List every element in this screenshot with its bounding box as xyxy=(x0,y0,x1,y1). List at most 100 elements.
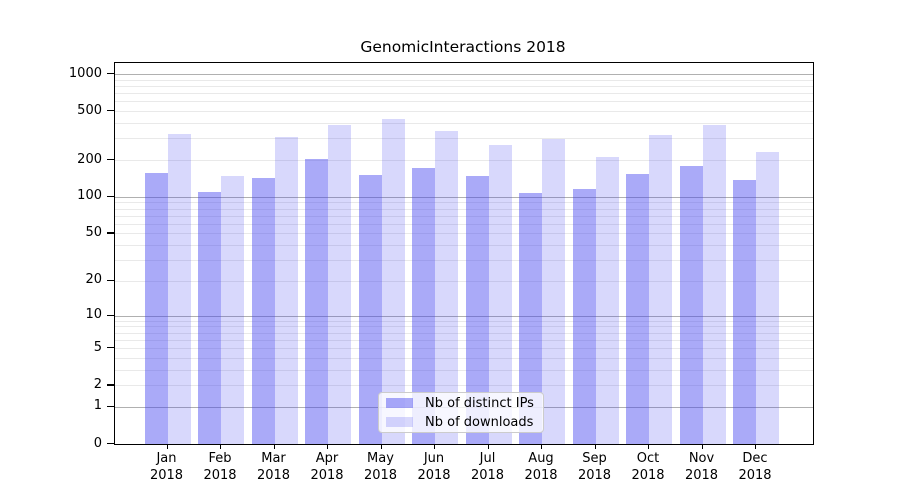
x-tick-month: Jan xyxy=(156,451,177,466)
x-axis-tick-mark xyxy=(327,444,329,449)
chart-title: GenomicInteractions 2018 xyxy=(360,38,566,56)
bar-downloads-apr xyxy=(328,124,351,444)
y-gridline-minor xyxy=(115,233,813,235)
bar-downloads-jul xyxy=(488,145,512,444)
bar-distinct-ips-aug xyxy=(519,193,542,444)
y-gridline-minor xyxy=(115,85,813,87)
x-axis-tick-mark xyxy=(594,444,596,449)
x-axis-tick-label: Jan 2018 xyxy=(135,451,199,484)
x-axis-tick-label: Dec 2018 xyxy=(723,451,787,484)
bar-distinct-ips-jan xyxy=(144,173,168,444)
y-axis-tick-label: 10 xyxy=(85,307,102,323)
x-axis-tick-label: Jun 2018 xyxy=(402,451,466,484)
y-axis-tick-mark xyxy=(107,110,114,112)
y-axis-tick-label: 1000 xyxy=(68,65,102,81)
y-gridline-minor xyxy=(115,245,813,247)
bar-downloads-feb xyxy=(221,176,244,444)
bar-distinct-ips-mar xyxy=(251,178,275,444)
y-axis-tick-mark xyxy=(107,443,114,445)
x-tick-year: 2018 xyxy=(310,467,344,483)
y-gridline-minor xyxy=(115,339,813,341)
y-gridline-minor xyxy=(115,280,813,282)
x-axis-tick-label: Apr 2018 xyxy=(295,451,359,484)
x-axis-tick-label: Feb 2018 xyxy=(188,451,252,484)
y-axis-tick-mark xyxy=(107,159,114,161)
y-gridline-minor xyxy=(115,101,813,103)
y-axis-tick-label: 500 xyxy=(77,102,102,118)
y-gridline-major xyxy=(115,315,813,317)
x-tick-month: Feb xyxy=(208,451,232,466)
x-axis-tick-mark xyxy=(220,444,222,449)
bar-downloads-jun xyxy=(435,131,458,444)
bar-downloads-mar xyxy=(274,136,298,444)
y-axis-tick-label: 0 xyxy=(93,435,102,451)
y-gridline-major xyxy=(115,74,813,76)
x-axis-tick-mark xyxy=(755,444,757,449)
y-axis-tick-mark xyxy=(107,405,114,408)
x-axis-tick-label: Sep 2018 xyxy=(563,451,627,484)
y-gridline-minor xyxy=(115,260,813,262)
x-tick-year: 2018 xyxy=(470,467,505,483)
bar-distinct-ips-sep xyxy=(572,189,596,444)
legend-swatch-distinct-ips xyxy=(386,398,413,408)
x-tick-month: Jun xyxy=(423,451,445,466)
bar-downloads-nov xyxy=(702,124,726,444)
y-axis-tick-label: 200 xyxy=(77,151,102,167)
x-tick-month: Sep xyxy=(582,451,607,466)
x-tick-month: Aug xyxy=(528,451,554,466)
y-gridline-minor xyxy=(115,160,813,161)
legend-row-downloads: Nb of downloads xyxy=(386,413,543,431)
y-gridline-minor xyxy=(115,385,813,387)
x-axis-tick-label: Nov 2018 xyxy=(670,451,734,484)
legend: Nb of distinct IPs Nb of downloads xyxy=(378,392,544,433)
y-gridline-minor xyxy=(115,111,813,113)
x-axis-tick-mark xyxy=(541,444,543,449)
y-axis-tick-mark xyxy=(107,195,114,198)
x-tick-year: 2018 xyxy=(256,467,291,483)
x-tick-year: 2018 xyxy=(738,467,772,483)
legend-label-downloads: Nb of downloads xyxy=(425,414,534,430)
x-tick-month: Dec xyxy=(742,451,768,466)
x-axis-tick-mark xyxy=(434,444,436,449)
bar-distinct-ips-jun xyxy=(412,168,435,444)
y-axis-tick-label: 100 xyxy=(77,188,102,204)
legend-row-distinct-ips: Nb of distinct IPs xyxy=(386,394,543,412)
bar-distinct-ips-oct xyxy=(626,174,649,444)
y-gridline-major xyxy=(115,196,813,198)
x-tick-month: Apr xyxy=(315,451,339,466)
y-gridline-minor xyxy=(115,332,813,334)
x-axis-tick-mark xyxy=(701,444,703,449)
bar-distinct-ips-jul xyxy=(465,176,489,444)
bar-distinct-ips-nov xyxy=(679,165,703,444)
y-gridline-minor xyxy=(115,79,813,81)
y-axis-tick-mark xyxy=(107,384,114,386)
x-axis-tick-mark xyxy=(648,444,650,449)
bar-downloads-aug xyxy=(542,139,565,444)
y-axis-tick-label: 20 xyxy=(85,272,102,288)
y-axis-tick-mark xyxy=(107,347,114,349)
y-gridline-minor xyxy=(115,320,813,322)
x-tick-year: 2018 xyxy=(203,467,237,483)
x-tick-year: 2018 xyxy=(417,467,451,483)
x-axis-tick-mark xyxy=(273,444,275,449)
y-gridline-minor xyxy=(115,93,813,95)
bar-downloads-dec xyxy=(756,151,779,444)
x-axis-tick-label: Mar 2018 xyxy=(242,451,306,484)
y-gridline-minor xyxy=(115,202,813,204)
bar-distinct-ips-apr xyxy=(305,159,328,444)
y-gridline-minor xyxy=(115,348,813,350)
x-axis-tick-label: Aug 2018 xyxy=(509,451,573,484)
x-axis-tick-label: Jul 2018 xyxy=(456,451,520,484)
bar-distinct-ips-feb xyxy=(198,192,221,444)
plot-area xyxy=(114,62,814,445)
x-tick-year: 2018 xyxy=(684,467,719,483)
x-tick-month: May xyxy=(367,451,394,466)
x-axis-tick-label: May 2018 xyxy=(349,451,413,484)
bar-distinct-ips-dec xyxy=(733,179,756,444)
x-tick-year: 2018 xyxy=(631,467,665,483)
x-tick-year: 2018 xyxy=(577,467,612,483)
x-axis-tick-label: Oct 2018 xyxy=(616,451,680,484)
bar-downloads-jan xyxy=(167,133,191,444)
y-axis-tick-mark xyxy=(107,314,114,316)
bar-downloads-sep xyxy=(595,157,619,444)
